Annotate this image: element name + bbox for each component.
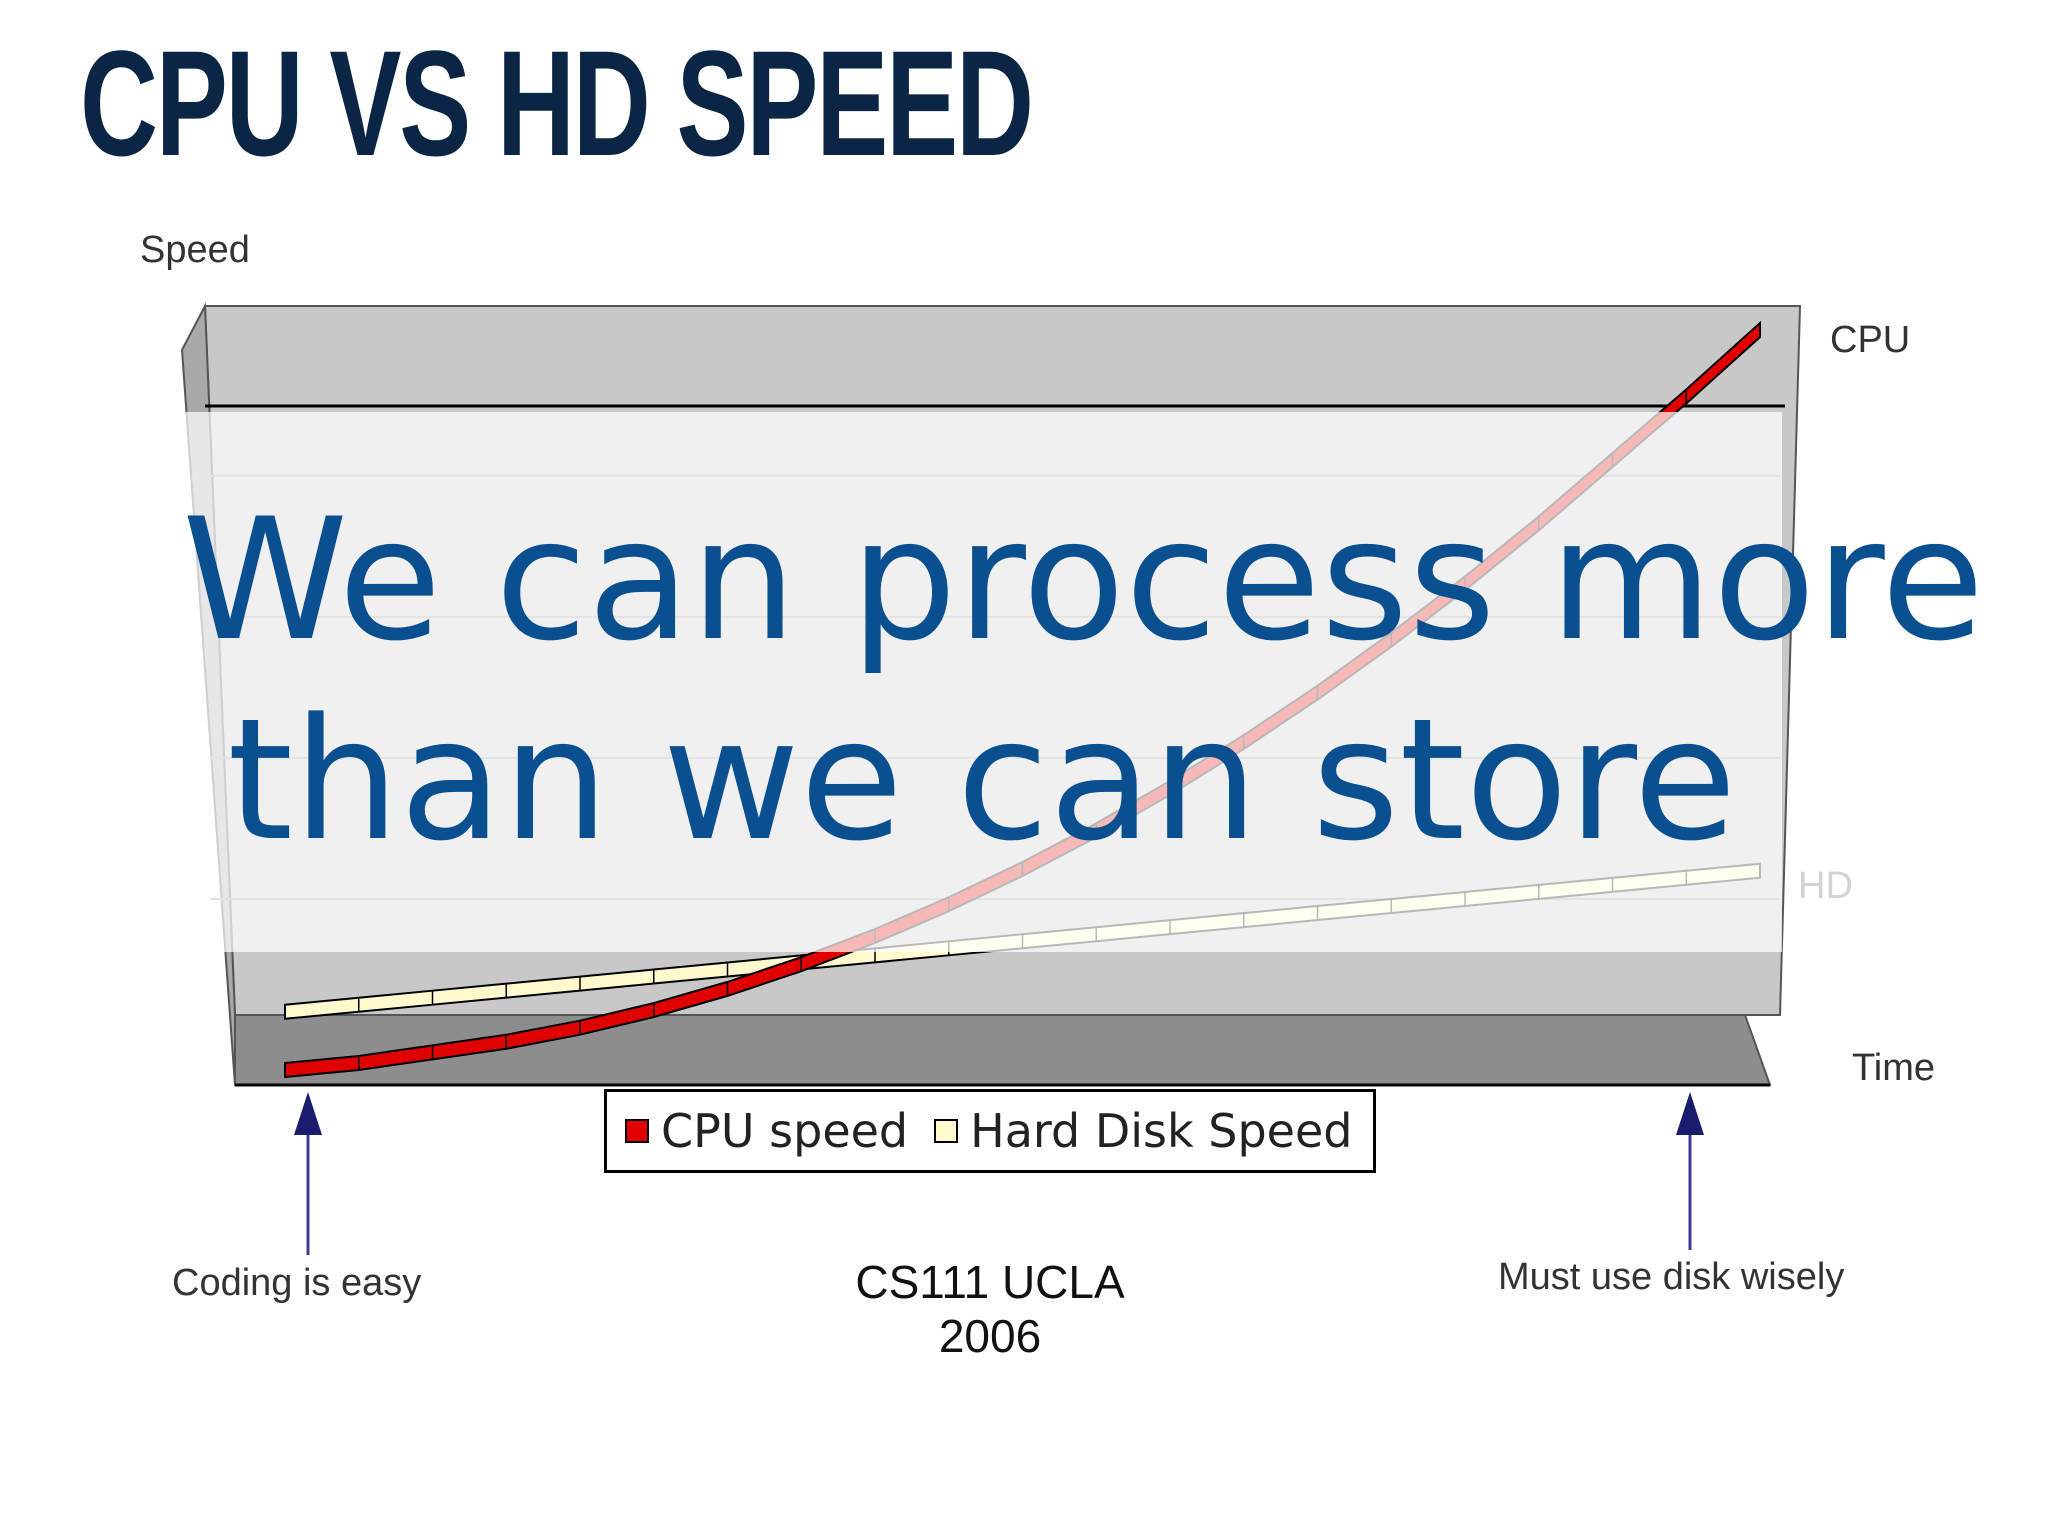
annotation-must-use-disk: Must use disk wisely [1498,1256,1845,1298]
legend-item-hd: Hard Disk Speed [934,1104,1352,1158]
overlay-message: We can process more than we can store [182,480,1985,880]
arrow-must-use-disk [1676,1092,1704,1250]
legend-swatch-hd [934,1119,959,1143]
legend-label-hd: Hard Disk Speed [970,1104,1353,1158]
legend-swatch-cpu [625,1119,649,1143]
slide-title: CPU VS HD SPEED [80,19,1034,187]
y-axis-label: Speed [140,229,250,271]
legend-label-cpu: CPU speed [661,1104,909,1158]
slide-footer: CS111 UCLA 2006 [855,1256,1125,1362]
overlay-line-2: than we can store [227,682,1737,878]
arrow-coding-is-easy [294,1092,322,1255]
cpu-end-label: CPU [1830,319,1910,361]
chart-legend: CPU speed Hard Disk Speed [604,1089,1376,1173]
x-axis-label: Time [1852,1047,1935,1089]
overlay-panel [182,412,1782,952]
legend-item-cpu: CPU speed [625,1104,908,1158]
hd-end-label: HD [1798,865,1853,907]
annotation-coding-is-easy: Coding is easy [172,1262,422,1304]
overlay-line-1: We can process more [182,482,1985,678]
